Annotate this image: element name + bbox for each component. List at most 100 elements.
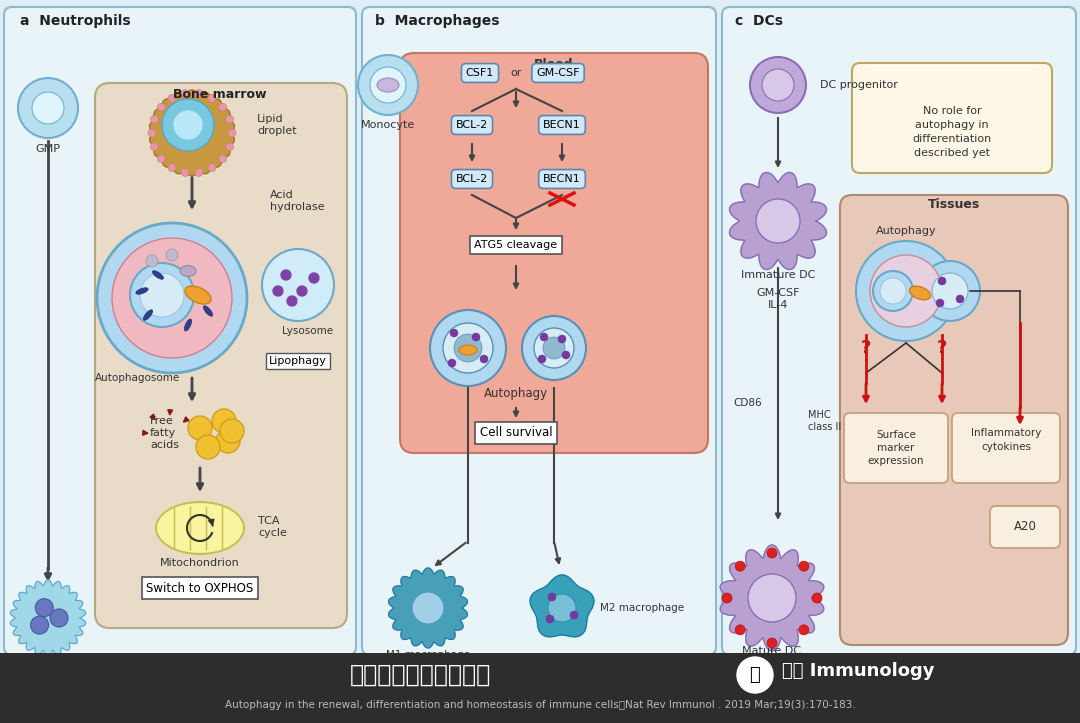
Circle shape xyxy=(932,273,968,309)
Text: DC progenitor: DC progenitor xyxy=(820,80,897,90)
Circle shape xyxy=(936,299,944,307)
Text: Immature DC: Immature DC xyxy=(741,270,815,280)
Text: GMP: GMP xyxy=(36,144,60,154)
Polygon shape xyxy=(11,580,85,656)
Circle shape xyxy=(570,611,578,619)
Text: M1 macrophage: M1 macrophage xyxy=(386,650,470,660)
Text: Cell survival: Cell survival xyxy=(480,427,552,440)
Text: Autophagosome: Autophagosome xyxy=(95,373,180,383)
Text: c  DCs: c DCs xyxy=(735,14,783,28)
Text: Autophagy: Autophagy xyxy=(484,387,548,400)
Ellipse shape xyxy=(156,502,244,554)
Polygon shape xyxy=(309,273,319,283)
Ellipse shape xyxy=(909,286,931,300)
FancyBboxPatch shape xyxy=(951,413,1059,483)
FancyBboxPatch shape xyxy=(362,7,716,655)
Circle shape xyxy=(546,615,554,623)
Polygon shape xyxy=(287,296,297,306)
Polygon shape xyxy=(297,286,307,296)
Polygon shape xyxy=(150,90,234,176)
Text: GM-CSF: GM-CSF xyxy=(537,68,580,78)
Circle shape xyxy=(158,103,165,111)
Circle shape xyxy=(168,163,176,171)
Circle shape xyxy=(534,328,573,368)
Circle shape xyxy=(812,593,822,603)
Text: 闲谈 Immunology: 闲谈 Immunology xyxy=(782,662,934,680)
Ellipse shape xyxy=(152,270,163,279)
Ellipse shape xyxy=(459,345,477,355)
Ellipse shape xyxy=(185,286,211,304)
Circle shape xyxy=(480,355,488,363)
Circle shape xyxy=(767,638,777,648)
Circle shape xyxy=(146,255,158,267)
Polygon shape xyxy=(281,270,291,280)
Circle shape xyxy=(411,592,444,624)
Ellipse shape xyxy=(180,265,195,276)
Polygon shape xyxy=(530,575,594,637)
Circle shape xyxy=(558,335,566,343)
Circle shape xyxy=(173,110,203,140)
Text: fatty: fatty xyxy=(150,428,176,438)
Circle shape xyxy=(748,574,796,622)
FancyBboxPatch shape xyxy=(723,7,1076,655)
Text: class II: class II xyxy=(808,422,841,432)
Circle shape xyxy=(18,78,78,138)
Text: a  Neutrophils: a Neutrophils xyxy=(21,14,131,28)
Circle shape xyxy=(112,238,232,358)
Circle shape xyxy=(212,409,237,433)
Circle shape xyxy=(262,249,334,321)
FancyBboxPatch shape xyxy=(95,83,347,628)
Circle shape xyxy=(448,359,456,367)
FancyBboxPatch shape xyxy=(852,63,1052,173)
Circle shape xyxy=(130,263,194,327)
Circle shape xyxy=(430,310,507,386)
Text: M2 macrophage: M2 macrophage xyxy=(600,603,684,613)
Circle shape xyxy=(756,199,800,243)
FancyBboxPatch shape xyxy=(990,506,1059,548)
Circle shape xyxy=(735,561,745,571)
Text: A20: A20 xyxy=(1013,521,1037,534)
Circle shape xyxy=(370,67,406,103)
Circle shape xyxy=(750,57,806,113)
Text: BCL-2: BCL-2 xyxy=(456,120,488,130)
Circle shape xyxy=(208,95,216,103)
FancyBboxPatch shape xyxy=(4,7,356,655)
Circle shape xyxy=(195,168,203,176)
Circle shape xyxy=(737,657,773,693)
Circle shape xyxy=(522,316,586,380)
Circle shape xyxy=(216,429,240,453)
Ellipse shape xyxy=(377,78,399,92)
Text: BCL-2: BCL-2 xyxy=(456,174,488,184)
Text: hydrolase: hydrolase xyxy=(270,202,325,212)
Text: MHC: MHC xyxy=(808,410,831,420)
Circle shape xyxy=(30,616,49,634)
Circle shape xyxy=(723,593,732,603)
Text: BECN1: BECN1 xyxy=(543,174,581,184)
Circle shape xyxy=(543,337,565,359)
Text: Neutrophil: Neutrophil xyxy=(18,656,77,666)
Circle shape xyxy=(220,419,244,443)
Ellipse shape xyxy=(203,306,213,316)
Circle shape xyxy=(357,55,418,115)
Circle shape xyxy=(538,355,546,363)
Circle shape xyxy=(218,155,227,163)
Text: ?: ? xyxy=(936,339,947,357)
Text: cycle: cycle xyxy=(258,528,287,538)
Circle shape xyxy=(540,333,548,341)
Text: Surface: Surface xyxy=(876,430,916,440)
Text: cytokines: cytokines xyxy=(981,442,1031,452)
Text: GM-CSF: GM-CSF xyxy=(756,288,800,298)
Text: CD86: CD86 xyxy=(733,398,762,408)
Circle shape xyxy=(228,129,237,137)
Circle shape xyxy=(162,99,214,151)
Text: Mature DC: Mature DC xyxy=(743,646,801,656)
Text: ATG5 cleavage: ATG5 cleavage xyxy=(474,240,557,250)
Ellipse shape xyxy=(136,288,148,294)
Circle shape xyxy=(562,351,570,359)
Text: Monocyte: Monocyte xyxy=(361,120,415,130)
Text: Tissues: Tissues xyxy=(928,199,981,212)
Circle shape xyxy=(195,90,203,98)
Circle shape xyxy=(181,90,189,98)
Circle shape xyxy=(226,116,233,124)
Polygon shape xyxy=(729,173,826,270)
